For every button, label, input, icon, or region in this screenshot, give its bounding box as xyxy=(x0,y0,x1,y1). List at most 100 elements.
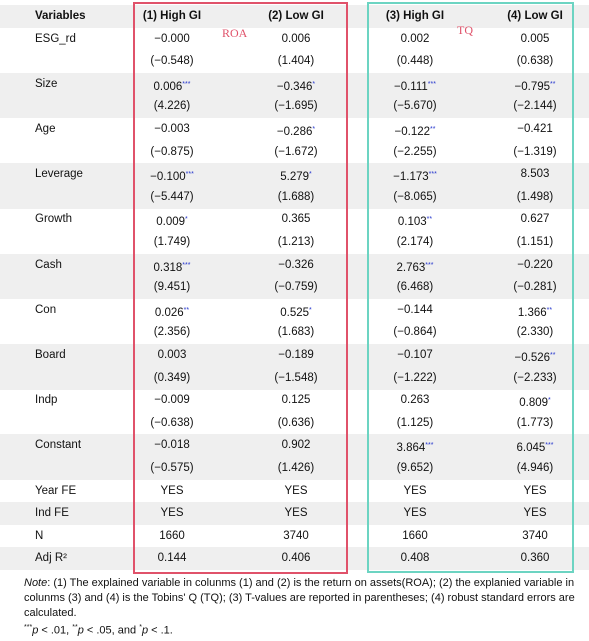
cell-value: (0.636) xyxy=(277,416,315,429)
cell-value: 0.002 xyxy=(400,32,430,45)
table-cell: (2.356) xyxy=(112,321,232,344)
cell-value: 0.006 xyxy=(281,32,311,45)
significance-stars: *** xyxy=(427,80,436,88)
table-row: Cash 0.318*** −0.326 2.763*** −0.220 xyxy=(0,253,589,277)
table-cell: 0.627 xyxy=(475,208,589,231)
cell-value: (−1.695) xyxy=(274,100,318,113)
table-cell: YES xyxy=(475,480,589,503)
table-row: (−0.638) (0.636) (1.125) (1.773) xyxy=(0,412,589,435)
table-row: (−5.447) (1.688) (−8.065) (1.498) xyxy=(0,185,589,209)
cell-value: −0.421 xyxy=(517,123,553,135)
cell-value: (−2.144) xyxy=(513,100,557,113)
cell-value: 0.005 xyxy=(520,32,550,45)
table-row: (2.356) (1.683) (−0.864) (2.330) xyxy=(0,321,589,344)
table-cell: (−1.222) xyxy=(355,367,475,390)
cell-value: (−1.548) xyxy=(274,371,318,384)
cell-value: YES xyxy=(160,484,184,497)
cell-value: (−0.759) xyxy=(274,281,318,294)
cell-value: 0.026 xyxy=(154,306,184,319)
cell-value: YES xyxy=(523,484,547,497)
table-cell: (−0.638) xyxy=(112,412,232,435)
cell-value: −0.346 xyxy=(276,80,313,93)
cell-value: −0.111 xyxy=(394,80,428,93)
cell-value: YES xyxy=(160,507,184,520)
table-row: (−0.548) (1.404) (0.448) (0.638) xyxy=(0,50,589,73)
cell-value: 0.125 xyxy=(281,394,311,407)
table-cell: YES xyxy=(112,480,232,503)
table-cell: 3740 xyxy=(475,525,589,548)
significance-stars: ** xyxy=(183,306,190,314)
significance-stars: ** xyxy=(546,306,553,314)
note-label: Note xyxy=(24,577,48,589)
cell-value: 1.366 xyxy=(517,306,547,319)
row-label: Ind FE xyxy=(35,507,69,520)
table-row: Con 0.026** 0.525* −0.144 1.366** xyxy=(0,299,589,322)
table-cell: 0.006*** xyxy=(112,73,232,96)
cell-value: −1.173 xyxy=(393,171,429,184)
table-cell: 1660 xyxy=(112,525,232,548)
significance-stars: *** xyxy=(425,442,434,450)
cell-value: −0.018 xyxy=(154,439,190,452)
table-cell: (1.773) xyxy=(475,412,589,435)
cell-value: (1.749) xyxy=(153,236,191,248)
cell-value: 0.408 xyxy=(400,552,430,565)
cell-value: (2.330) xyxy=(516,326,554,339)
significance-stars: *** xyxy=(182,80,191,88)
table-cell: (4.226) xyxy=(112,95,232,118)
cell-value: YES xyxy=(403,484,427,497)
cell-value: (−1.672) xyxy=(274,145,318,158)
cell-value: (−0.548) xyxy=(150,55,194,68)
table-cell: (−8.065) xyxy=(355,186,475,209)
table-cell: 0.408 xyxy=(355,547,475,570)
cell-value: (1.151) xyxy=(516,236,554,248)
cell-value: −0.795 xyxy=(514,80,551,93)
table-cell: (−0.875) xyxy=(112,141,232,164)
cell-value: 5.279 xyxy=(280,171,310,184)
table-cell: 3740 xyxy=(236,525,356,548)
row-label: Growth xyxy=(35,213,73,226)
table-cell: 0.005 xyxy=(475,28,589,51)
row-label: Year FE xyxy=(35,484,77,497)
significance-stars: * xyxy=(548,397,551,405)
table-cell: −0.100*** xyxy=(112,163,232,186)
table-cell: (0.349) xyxy=(112,367,232,390)
table-cell: −0.526** xyxy=(475,344,589,367)
table-cell: 0.144 xyxy=(112,547,232,570)
cell-value: (−0.864) xyxy=(393,326,437,339)
cell-value: −0.003 xyxy=(154,123,190,135)
table-cell: 0.009* xyxy=(112,208,232,231)
table-cell: (−2.233) xyxy=(475,367,589,390)
table-cell: 0.360 xyxy=(475,547,589,570)
table-cell: (1.749) xyxy=(112,231,232,254)
sig-p: p xyxy=(77,624,84,637)
table-cell: (−0.548) xyxy=(112,50,232,73)
table-row: (4.226) (−1.695) (−5.670) (−2.144) xyxy=(0,95,589,119)
table-cell: (−0.864) xyxy=(355,321,475,344)
table-cell: 0.406 xyxy=(236,547,356,570)
table-cell: 1660 xyxy=(355,525,475,548)
table-cell: −0.220 xyxy=(475,254,589,277)
significance-stars: ** xyxy=(430,126,436,133)
significance-stars: *** xyxy=(182,261,191,269)
cell-value: (−8.065) xyxy=(393,190,437,203)
table-row: Age −0.003 −0.286* −0.122** −0.421 xyxy=(0,118,589,141)
table-cell: −0.122** xyxy=(355,118,475,141)
cell-value: (−1.319) xyxy=(513,145,557,158)
cell-value: (2.174) xyxy=(396,236,434,248)
cell-value: (−0.575) xyxy=(150,462,194,474)
sig-stars: * xyxy=(139,624,142,631)
cell-value: −0.326 xyxy=(278,258,314,271)
table-cell: 0.125 xyxy=(236,389,356,412)
cell-value: −0.009 xyxy=(154,394,190,407)
cell-value: (9.451) xyxy=(153,281,191,294)
cell-value: (−5.447) xyxy=(150,190,194,203)
cell-value: −0.122 xyxy=(394,126,431,138)
table-cell: −0.421 xyxy=(475,118,589,141)
table-cell: 0.006 xyxy=(236,28,356,51)
table-row: Indp −0.009 0.125 0.263 0.809* xyxy=(0,389,589,412)
table-cell: (9.451) xyxy=(112,276,232,299)
table-cell: (−0.281) xyxy=(475,276,589,299)
note-text: : (1) The explained variable in colunms … xyxy=(24,577,575,619)
row-label: Constant xyxy=(35,439,82,452)
cell-value: (−1.222) xyxy=(393,371,437,384)
